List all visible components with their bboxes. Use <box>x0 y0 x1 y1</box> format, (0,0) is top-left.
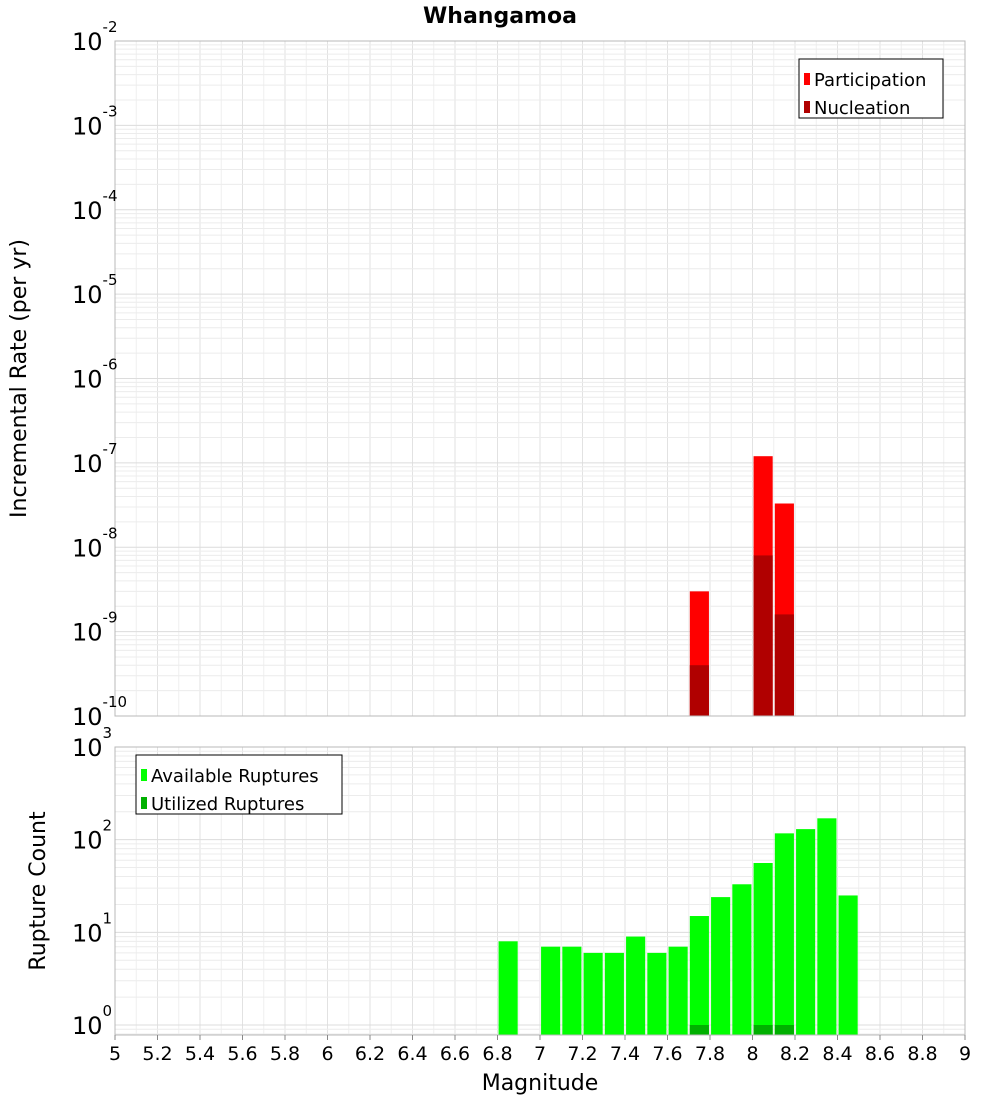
rate-y-tick-label: 10-6 <box>72 356 118 394</box>
x-tick-label: 6.2 <box>355 1043 385 1065</box>
x-tick-label: 7 <box>534 1043 546 1065</box>
count-bar-available-ruptures <box>774 833 794 1035</box>
rate-y-tick-label: 10-3 <box>72 102 118 140</box>
x-tick-label: 7.4 <box>610 1043 640 1065</box>
count-bar-available-ruptures <box>689 916 709 1035</box>
count-bar-available-ruptures <box>732 884 752 1035</box>
rate-bar-nucleation <box>689 665 709 716</box>
rate-y-tick-label: 10-7 <box>72 440 118 478</box>
rate-y-tick-label: 10-5 <box>72 271 118 309</box>
x-tick-label: 8.2 <box>780 1043 810 1065</box>
x-tick-label: 8 <box>746 1043 758 1065</box>
chart-title: Whangamoa <box>423 4 577 29</box>
rate-legend-label: Nucleation <box>814 98 910 119</box>
x-tick-label: 6.4 <box>397 1043 427 1065</box>
x-tick-label: 9 <box>959 1043 971 1065</box>
count-legend: Available Ruptures Utilized Ruptures <box>135 754 343 815</box>
rate-bar-nucleation <box>753 555 773 716</box>
rate-legend-label: Participation <box>814 70 926 91</box>
rate-panel: 10-2 10-3 10-4 10-5 10-6 10-7 10-8 10-9 10-10 In… <box>7 18 966 731</box>
x-tick-label: 6 <box>321 1043 333 1065</box>
rate-y-tick-label: 10-9 <box>72 609 118 647</box>
rate-legend-swatch <box>804 73 810 85</box>
count-legend-box <box>135 754 343 815</box>
count-panel-bars <box>498 818 858 1035</box>
count-legend-label: Available Ruptures <box>151 766 319 787</box>
x-tick-label: 7.2 <box>567 1043 597 1065</box>
count-bar-available-ruptures <box>626 936 646 1035</box>
x-tick-label: 5 <box>109 1043 121 1065</box>
rate-panel-bars <box>689 456 794 716</box>
rate-bar-nucleation <box>774 614 794 716</box>
rate-panel-frame <box>114 40 966 717</box>
x-tick-label: 8.6 <box>865 1043 895 1065</box>
count-bar-available-ruptures <box>541 946 561 1035</box>
x-tick-label: 8.4 <box>822 1043 852 1065</box>
count-y-axis-label: Rupture Count <box>26 811 51 971</box>
rate-legend-box <box>798 58 944 119</box>
count-bar-utilized-ruptures <box>753 1025 773 1035</box>
count-y-tick-labels: 103 102 101 100 <box>72 724 112 1040</box>
count-legend-swatch <box>141 797 147 809</box>
x-tick-label: 7.8 <box>695 1043 725 1065</box>
count-bar-utilized-ruptures <box>774 1025 794 1035</box>
count-bar-available-ruptures <box>498 941 518 1035</box>
count-bar-available-ruptures <box>583 952 603 1035</box>
x-tick-label: 5.8 <box>270 1043 300 1065</box>
count-legend-label: Utilized Ruptures <box>151 794 304 815</box>
rate-y-tick-label: 10-4 <box>72 187 118 225</box>
count-panel: 103 102 101 100 Rupture Count Available Rup… <box>26 724 971 1096</box>
rate-y-tick-label: 10-10 <box>72 693 127 731</box>
rate-panel-grid <box>114 40 966 717</box>
count-y-tick-label: 102 <box>72 817 112 855</box>
count-bar-available-ruptures <box>562 946 582 1035</box>
count-y-tick-label: 101 <box>72 909 112 947</box>
count-bar-available-ruptures <box>668 946 688 1035</box>
count-bar-available-ruptures <box>796 829 816 1035</box>
count-y-tick-label: 103 <box>72 724 112 762</box>
x-tick-label: 5.4 <box>185 1043 215 1065</box>
count-bar-available-ruptures <box>711 897 731 1035</box>
x-tick-labels: 5 5.2 5.4 5.6 5.8 6 6.2 6.4 6.6 6.8 7 7.2 7.4 7.6 7.8 8… <box>109 1035 971 1065</box>
rate-y-tick-labels: 10-2 10-3 10-4 10-5 10-6 10-7 10-8 10-9 10-10 <box>72 18 127 731</box>
rate-y-tick-label: 10-2 <box>72 18 118 56</box>
x-tick-label: 8.8 <box>907 1043 937 1065</box>
x-tick-label: 6.6 <box>440 1043 470 1065</box>
x-tick-label: 6.8 <box>482 1043 512 1065</box>
rate-legend-swatch <box>804 101 810 113</box>
x-tick-label: 7.6 <box>652 1043 682 1065</box>
x-tick-label: 5.6 <box>227 1043 257 1065</box>
count-bar-available-ruptures <box>647 952 667 1035</box>
count-legend-swatch <box>141 769 147 781</box>
count-bar-available-ruptures <box>604 952 624 1035</box>
count-bar-available-ruptures <box>838 895 858 1035</box>
rate-legend: Participation Nucleation <box>798 58 944 119</box>
rate-y-axis-label: Incremental Rate (per yr) <box>7 239 32 518</box>
count-bar-available-ruptures <box>753 863 773 1035</box>
x-axis-label: Magnitude <box>482 1071 599 1096</box>
count-y-tick-label: 100 <box>72 1002 112 1040</box>
x-tick-label: 5.2 <box>142 1043 172 1065</box>
count-bar-available-ruptures <box>817 818 837 1035</box>
count-bar-utilized-ruptures <box>689 1025 709 1035</box>
rate-y-tick-label: 10-8 <box>72 524 118 562</box>
